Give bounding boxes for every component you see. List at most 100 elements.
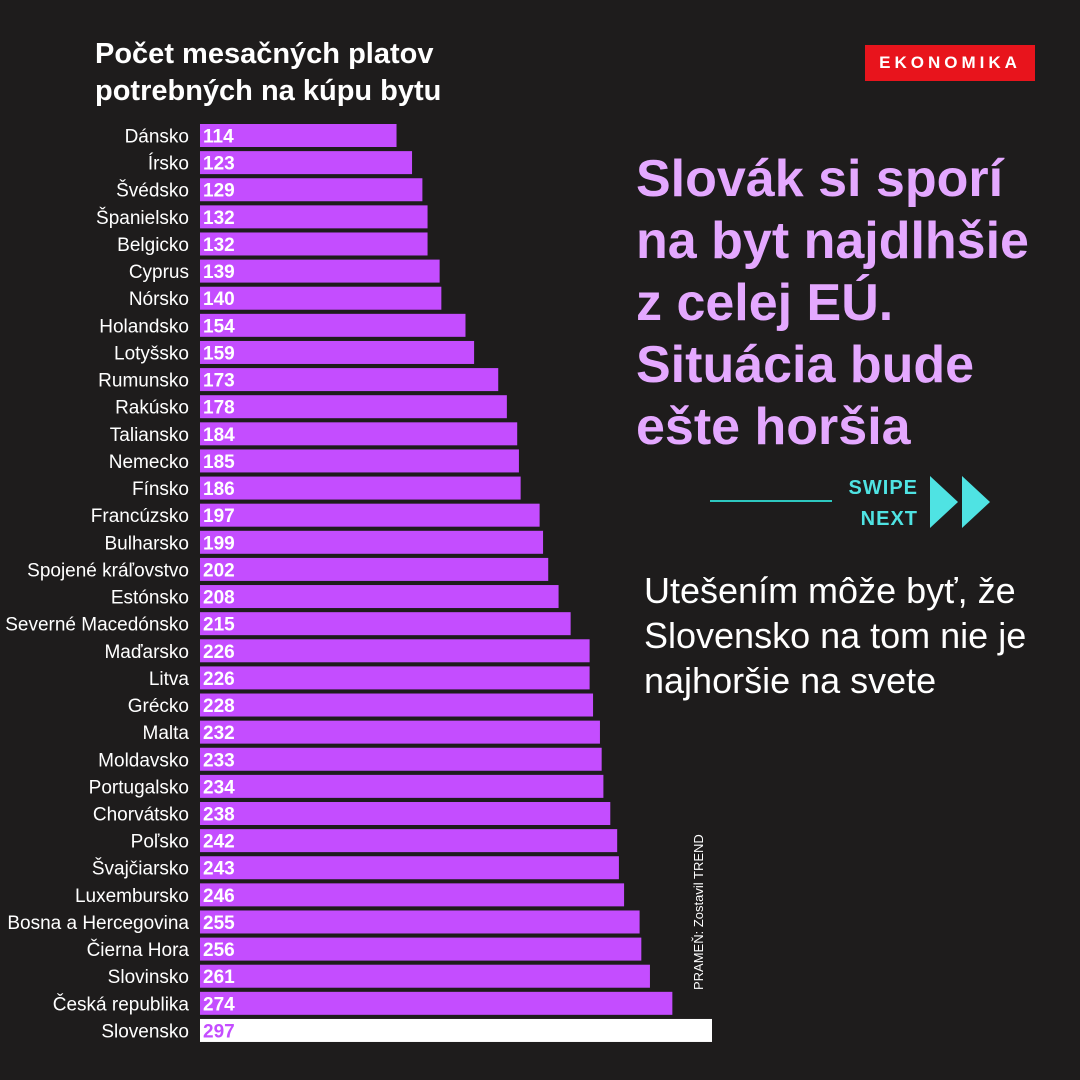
category-label: Švajčiarsko [92, 858, 189, 880]
category-label: Dánsko [125, 127, 189, 148]
category-label: Írsko [148, 154, 189, 175]
category-label: Rakúsko [115, 398, 189, 419]
value-label: 139 [203, 262, 235, 283]
bar [200, 883, 625, 907]
bar [200, 774, 604, 798]
bar [200, 964, 650, 988]
bar [200, 910, 640, 934]
bar [200, 693, 594, 717]
value-label: 242 [203, 832, 235, 853]
value-label: 184 [203, 425, 235, 446]
category-label: Grécko [128, 696, 189, 717]
bar-chart: Dánsko 114 Írsko 123 Švédsko 129 Španielsko 132… [5, 124, 712, 1042]
value-label: 234 [203, 777, 235, 798]
bar [200, 124, 397, 147]
category-label: Estónsko [111, 588, 189, 609]
value-label: 261 [203, 967, 235, 988]
value-label: 159 [203, 343, 235, 364]
category-label: Severné Macedónsko [5, 615, 189, 636]
bar [200, 259, 440, 283]
chart-title: Počet mesačných platov potrebných na kúp… [95, 38, 442, 107]
category-label: Čierna Hora [87, 939, 190, 961]
category-label: Poľsko [131, 832, 189, 853]
value-label: 255 [203, 913, 235, 934]
bar [200, 503, 540, 527]
value-label: 123 [203, 154, 235, 175]
bar [200, 313, 466, 337]
category-label: Portugalsko [89, 777, 189, 798]
category-label: Spojené kráľovstvo [27, 560, 189, 581]
bar [200, 720, 600, 744]
category-label: Španielsko [96, 207, 189, 229]
category-label: Malta [143, 723, 190, 744]
bar [200, 205, 428, 229]
category-label: Rumunsko [98, 371, 189, 392]
category-label: Česká republika [53, 993, 190, 1015]
bar [200, 937, 642, 961]
value-label: 178 [203, 398, 235, 419]
value-label: 246 [203, 886, 235, 907]
next-label: NEXT [860, 508, 918, 530]
bar [200, 530, 544, 554]
bar [200, 395, 507, 419]
bar [200, 340, 475, 364]
source-note: PRAMEŇ: Zostavil TREND [691, 834, 706, 990]
value-label: 197 [203, 506, 235, 527]
category-label: Bulharsko [105, 533, 190, 554]
bar [200, 612, 571, 636]
bar-highlight [200, 1018, 712, 1042]
category-label: Slovinsko [108, 967, 189, 988]
headline: Slovák si sporí na byt najdlhšie z celej… [636, 150, 1029, 456]
value-label: 208 [203, 588, 235, 609]
category-label: Belgicko [117, 235, 189, 256]
bar [200, 368, 499, 392]
value-label: 238 [203, 805, 235, 826]
bar [200, 829, 618, 853]
value-label: 243 [203, 859, 235, 880]
category-label: Švédsko [116, 180, 189, 202]
double-chevron-right-icon[interactable] [928, 474, 994, 530]
category-label: Bosna a Hercegovina [7, 913, 189, 934]
value-label: 228 [203, 696, 235, 717]
subtext: Utešením môže byť, že Slovensko na tom n… [644, 570, 1027, 701]
bar [200, 422, 518, 446]
value-label: 199 [203, 533, 235, 554]
value-label: 274 [203, 994, 235, 1015]
value-label: 173 [203, 371, 235, 392]
brand-badge: EKONOMIKA [865, 45, 1035, 81]
value-label: 132 [203, 208, 235, 229]
category-label: Luxembursko [75, 886, 189, 907]
category-label: Nórsko [129, 289, 189, 310]
value-label: 233 [203, 750, 235, 771]
category-label: Holandsko [99, 316, 189, 337]
bar [200, 178, 423, 202]
bar [200, 151, 413, 175]
value-label: 297 [203, 1021, 235, 1042]
category-label: Taliansko [110, 425, 189, 446]
value-label: 215 [203, 615, 235, 636]
bar [200, 232, 428, 256]
value-label: 129 [203, 181, 235, 202]
bar [200, 476, 521, 500]
bar [200, 991, 673, 1015]
category-label: Chorvátsko [93, 805, 189, 826]
category-label: Fínsko [132, 479, 189, 500]
value-label: 232 [203, 723, 235, 744]
bar [200, 557, 549, 581]
category-label: Cyprus [129, 262, 189, 283]
category-label: Francúzsko [91, 506, 189, 527]
bar [200, 856, 619, 880]
bar [200, 639, 590, 663]
bar [200, 802, 611, 825]
category-label: Nemecko [109, 452, 189, 473]
value-label: 185 [203, 452, 235, 473]
swipe-next-label[interactable]: SWIPE NEXT [838, 473, 918, 535]
category-label: Maďarsko [104, 642, 189, 663]
value-label: 154 [203, 316, 235, 337]
swipe-line [710, 500, 832, 502]
category-label: Lotyšsko [114, 343, 189, 364]
value-label: 140 [203, 289, 235, 310]
bar [200, 585, 559, 609]
bar [200, 747, 602, 771]
value-label: 256 [203, 940, 235, 961]
